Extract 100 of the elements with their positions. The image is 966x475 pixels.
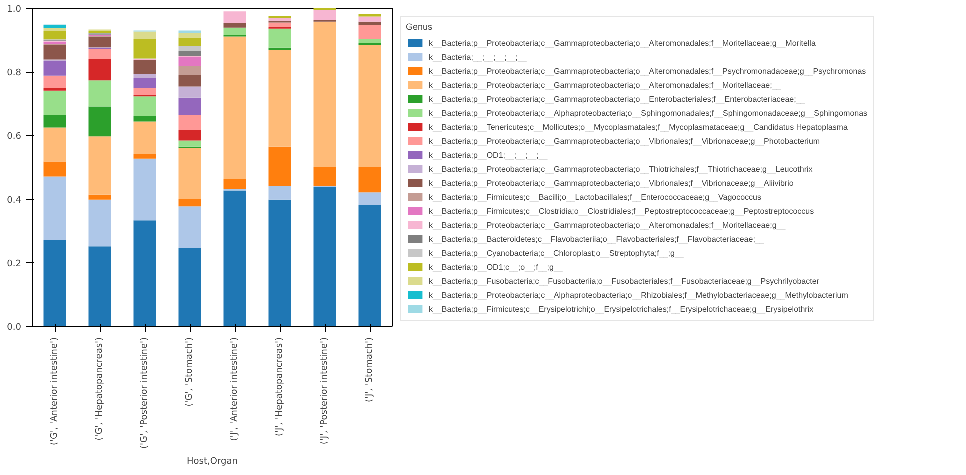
bar	[134, 39, 156, 59]
bar	[178, 140, 202, 147]
x-tick-label: ('J', 'Posterior intestine')	[320, 337, 330, 445]
bar	[88, 50, 112, 60]
bar	[134, 220, 156, 326]
bar	[88, 59, 112, 81]
bar	[358, 167, 382, 193]
bar	[88, 194, 112, 200]
legend-label: k__Bacteria;p__Firmicutes;c__Clostridia;o__Clostridiales;f__Peptostreptococcaceae;g__Peptostreptococcus	[429, 206, 814, 217]
bar	[88, 106, 112, 137]
legend-label: k__Bacteria;p__Proteobacteria;c__Gammaproteobacteria;o__Alteromonadales;f__Psychromonadaceae;g__Psychromonas	[429, 66, 866, 77]
bar	[44, 162, 66, 177]
bar	[268, 18, 292, 21]
x-tick-label: ('G', 'Anterior intestine')	[50, 337, 60, 446]
bar	[178, 199, 202, 207]
bar	[44, 176, 66, 240]
bar	[358, 14, 382, 17]
legend-label: k__Bacteria;p__Proteobacteria;c__Gammaproteobacteria;o__Vibrionales;f__Vibrionaceae;g__Aliivibrio	[429, 178, 794, 189]
bar	[44, 115, 66, 128]
bar	[134, 158, 156, 221]
bar	[88, 36, 112, 48]
bar	[44, 45, 66, 60]
legend-label: k__Bacteria;p__Fusobacteria;c__Fusobacteriia;o__Fusobacteriales;f__Fusobacteriaceae;g__Psychrilyobacter	[429, 276, 820, 287]
bar	[88, 136, 112, 195]
bar	[314, 167, 336, 186]
bar	[134, 88, 156, 96]
bar	[134, 32, 156, 40]
bar	[358, 25, 382, 40]
legend-label: k__Bacteria;p__Proteobacteria;c__Gammaproteobacteria;o__Alteromonadales;f__Moritellaceae;g__Moritella	[429, 38, 816, 49]
bar	[44, 25, 66, 29]
bar	[358, 45, 382, 168]
bar	[44, 42, 66, 44]
legend-label: k__Bacteria;p__Proteobacteria;c__Gammaproteobacteria;o__Vibrionales;f__Vibrionaceae;g__Photobacterium	[429, 136, 820, 147]
bar	[178, 206, 202, 248]
x-axis-title: Host,Organ	[187, 456, 238, 467]
bar	[224, 23, 246, 28]
bar	[268, 50, 292, 147]
bar	[134, 154, 156, 159]
bar	[268, 22, 292, 27]
bar	[178, 57, 202, 66]
legend-label: k__Bacteria;p__Proteobacteria;c__Gammaproteobacteria;o__Alteromonadales;f__Moritellaceae;__	[429, 80, 782, 91]
bar	[178, 51, 202, 57]
bar	[314, 22, 336, 168]
legend-label: k__Bacteria;p__Firmicutes;c__Bacilli;o__Lactobacillales;f__Enterococcaceae;g__Vagococcus	[429, 192, 762, 203]
bar	[268, 28, 292, 48]
y-tick-label: 0.2	[7, 259, 22, 270]
bar	[314, 10, 336, 20]
bar	[268, 146, 292, 186]
bar	[268, 186, 292, 200]
bar	[44, 128, 66, 162]
bar	[44, 76, 66, 88]
bar	[44, 240, 66, 326]
bar	[224, 190, 246, 326]
bar	[268, 48, 292, 50]
bar	[134, 74, 156, 78]
x-tick-label: ('G', 'Hepatopancreas')	[95, 337, 105, 441]
bar	[134, 60, 156, 74]
bar	[314, 187, 336, 326]
bar	[88, 200, 112, 247]
legend-label: k__Bacteria;p__Cyanobacteria;c__Chloroplast;o__Streptophyta;f__;g__	[429, 248, 684, 259]
bar	[134, 122, 156, 154]
bar	[224, 28, 246, 36]
legend-label: k__Bacteria;p__Proteobacteria;c__Gammaproteobacteria;o__Enterobacteriales;f__Enterobacteriaceae;__	[429, 94, 806, 105]
bar	[44, 90, 66, 116]
legend-label: k__Bacteria;p__Proteobacteria;c__Alphaproteobacteria;o__Sphingomonadales;f__Sphingomonadaceae;g__Sphingomonas	[429, 108, 868, 119]
y-tick-label: 1.0	[7, 5, 22, 15]
y-tick-label: 0.8	[7, 68, 22, 79]
bar	[134, 78, 156, 88]
bar	[178, 38, 202, 46]
bar	[358, 205, 382, 326]
bar	[44, 88, 66, 91]
bar	[178, 98, 202, 116]
legend-label: k__Bacteria;p__Tenericutes;c__Mollicutes;o__Mycoplasmatales;f__Mycoplasmataceae;g__Candidatus Hepatoplasma	[429, 122, 848, 133]
x-tick-label: ('G', 'Posterior intestine')	[140, 337, 150, 449]
bar	[178, 86, 202, 98]
bar	[88, 80, 112, 107]
bar	[44, 61, 66, 76]
y-tick-label: 0.6	[7, 132, 22, 142]
bar	[178, 130, 202, 141]
bar	[178, 148, 202, 200]
bar	[44, 28, 66, 32]
bar	[178, 74, 202, 87]
bar	[358, 39, 382, 44]
legend-label: k__Bacteria;__;__;__;__;__	[429, 52, 527, 63]
bar	[44, 31, 66, 40]
x-tick-label: ('G', 'Stomach')	[185, 337, 195, 407]
y-tick-label: 0.4	[7, 196, 22, 206]
bar	[178, 248, 202, 326]
bar	[358, 16, 382, 22]
legend-title: Genus	[406, 22, 434, 32]
bar	[88, 246, 112, 326]
bar	[178, 46, 202, 52]
legend-label: k__Bacteria;p__Proteobacteria;c__Gammaproteobacteria;o__Alteromonadales;f__Moritellaceae;g__	[429, 220, 786, 231]
bar	[178, 32, 202, 38]
bar	[224, 36, 246, 180]
y-tick-label: 0.0	[7, 323, 22, 333]
bar	[224, 179, 246, 190]
legend-label: k__Bacteria;p__OD1;c__;o__;f__;g__	[429, 262, 563, 273]
bar	[134, 116, 156, 122]
bar	[134, 96, 156, 116]
